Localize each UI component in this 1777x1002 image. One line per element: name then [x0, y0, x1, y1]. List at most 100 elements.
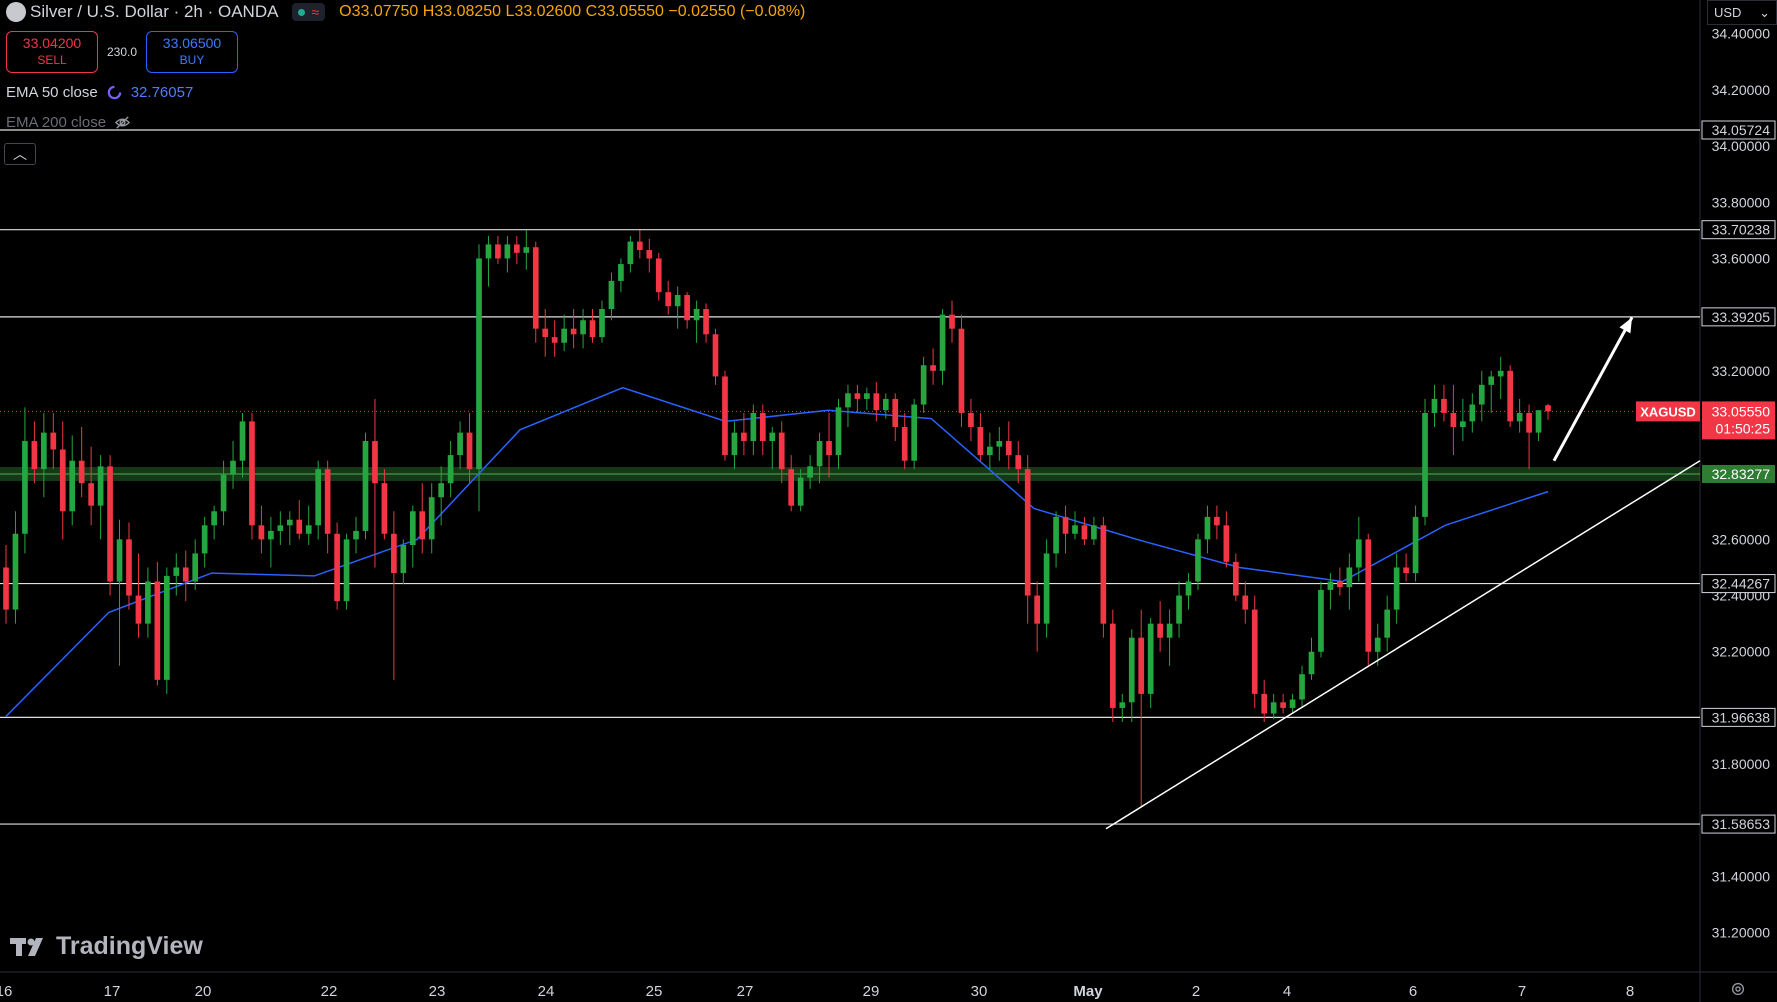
- candle-body[interactable]: [741, 432, 747, 442]
- candle-body[interactable]: [230, 460, 236, 475]
- candle-body[interactable]: [759, 412, 766, 442]
- candle-body[interactable]: [1270, 702, 1277, 714]
- candle-body[interactable]: [1431, 398, 1438, 413]
- candle-body[interactable]: [239, 421, 246, 461]
- candle-body[interactable]: [1223, 525, 1230, 562]
- candle-body[interactable]: [987, 446, 993, 456]
- candle-body[interactable]: [1015, 455, 1022, 470]
- trendline[interactable]: [1105, 460, 1701, 830]
- candle-body[interactable]: [580, 320, 586, 335]
- candle-body[interactable]: [703, 309, 709, 335]
- candle-body[interactable]: [1488, 376, 1495, 385]
- candle-body[interactable]: [1185, 581, 1192, 596]
- candle-body[interactable]: [1478, 384, 1485, 405]
- candle-body[interactable]: [712, 334, 719, 377]
- candle-body[interactable]: [532, 247, 539, 329]
- candle-body[interactable]: [599, 309, 605, 338]
- candle-body[interactable]: [1507, 370, 1513, 422]
- sell-button[interactable]: 33.04200 SELL: [6, 31, 98, 73]
- candle-body[interactable]: [1062, 516, 1069, 534]
- candle-body[interactable]: [1469, 404, 1476, 422]
- candle-body[interactable]: [277, 525, 284, 531]
- candle-body[interactable]: [1195, 539, 1201, 582]
- candle-body[interactable]: [1393, 567, 1400, 610]
- candle-body[interactable]: [665, 292, 672, 307]
- candle-body[interactable]: [731, 432, 738, 456]
- candle-body[interactable]: [1005, 441, 1012, 456]
- candle-body[interactable]: [1138, 637, 1145, 694]
- candle-body[interactable]: [268, 530, 274, 540]
- candle-body[interactable]: [1450, 412, 1457, 428]
- candle-body[interactable]: [684, 294, 690, 321]
- candle-body[interactable]: [864, 393, 870, 399]
- candle-body[interactable]: [173, 567, 180, 576]
- candle-body[interactable]: [608, 280, 615, 310]
- candle-body[interactable]: [362, 441, 369, 531]
- ema200-legend[interactable]: EMA 200 close: [6, 114, 131, 131]
- market-status-pill[interactable]: ≈: [292, 3, 326, 21]
- candle-body[interactable]: [542, 328, 549, 338]
- eye-hidden-icon[interactable]: [114, 114, 131, 131]
- settings-gear-icon[interactable]: [1729, 980, 1747, 998]
- candle-body[interactable]: [50, 432, 57, 450]
- candle-body[interactable]: [778, 432, 785, 470]
- candle-body[interactable]: [258, 525, 265, 540]
- candle-body[interactable]: [1166, 623, 1173, 638]
- candle-body[interactable]: [930, 365, 936, 371]
- candle-body[interactable]: [996, 441, 1003, 447]
- candle-body[interactable]: [1176, 595, 1182, 624]
- candle-body[interactable]: [1422, 412, 1428, 517]
- candle-body[interactable]: [1441, 398, 1447, 413]
- candle-body[interactable]: [1072, 525, 1078, 534]
- candle-body[interactable]: [655, 258, 662, 293]
- symbol-title[interactable]: Silver / U.S. Dollar · 2h · OANDA: [30, 2, 279, 21]
- candle-body[interactable]: [1365, 539, 1372, 652]
- candle-body[interactable]: [343, 539, 350, 602]
- candle-body[interactable]: [1346, 567, 1353, 588]
- candle-body[interactable]: [220, 474, 227, 512]
- candle-body[interactable]: [409, 511, 416, 545]
- collapse-legend-button[interactable]: ︿: [4, 143, 36, 165]
- candle-body[interactable]: [1535, 410, 1542, 433]
- candle-body[interactable]: [400, 544, 407, 574]
- candle-body[interactable]: [182, 567, 189, 582]
- candle-body[interactable]: [589, 320, 596, 338]
- candle-body[interactable]: [1081, 525, 1088, 540]
- candle-body[interactable]: [693, 309, 700, 321]
- candle-body[interactable]: [126, 539, 132, 596]
- candle-body[interactable]: [882, 398, 889, 411]
- candle-body[interactable]: [78, 460, 85, 484]
- candle-body[interactable]: [22, 441, 28, 534]
- candle-body[interactable]: [1299, 674, 1305, 700]
- candle-body[interactable]: [372, 441, 378, 484]
- candle-body[interactable]: [1308, 651, 1315, 675]
- candle-body[interactable]: [107, 466, 113, 582]
- candle-body[interactable]: [845, 393, 851, 408]
- candle-body[interactable]: [315, 469, 322, 526]
- candle-body[interactable]: [1412, 516, 1419, 574]
- candle-body[interactable]: [1289, 699, 1296, 708]
- candle-body[interactable]: [873, 393, 880, 411]
- candle-body[interactable]: [41, 432, 47, 470]
- candle-body[interactable]: [286, 519, 293, 526]
- candle-body[interactable]: [1355, 539, 1362, 568]
- candle-body[interactable]: [1251, 609, 1258, 694]
- candle-body[interactable]: [807, 466, 813, 478]
- candle-body[interactable]: [296, 519, 303, 534]
- candle-body[interactable]: [968, 412, 974, 428]
- candle-body[interactable]: [920, 365, 927, 405]
- candle-body[interactable]: [958, 328, 965, 413]
- candle-body[interactable]: [1497, 370, 1504, 377]
- candle-body[interactable]: [135, 595, 142, 624]
- candle-body[interactable]: [353, 530, 359, 540]
- candle-body[interactable]: [1043, 553, 1050, 624]
- candle-body[interactable]: [447, 455, 454, 484]
- candle-body[interactable]: [419, 511, 426, 540]
- candle-body[interactable]: [816, 441, 823, 467]
- candle-body[interactable]: [1100, 525, 1107, 624]
- candle-body[interactable]: [1545, 405, 1551, 412]
- upward-arrow[interactable]: [1552, 316, 1634, 462]
- candle-body[interactable]: [1157, 623, 1163, 638]
- candle-body[interactable]: [854, 393, 861, 399]
